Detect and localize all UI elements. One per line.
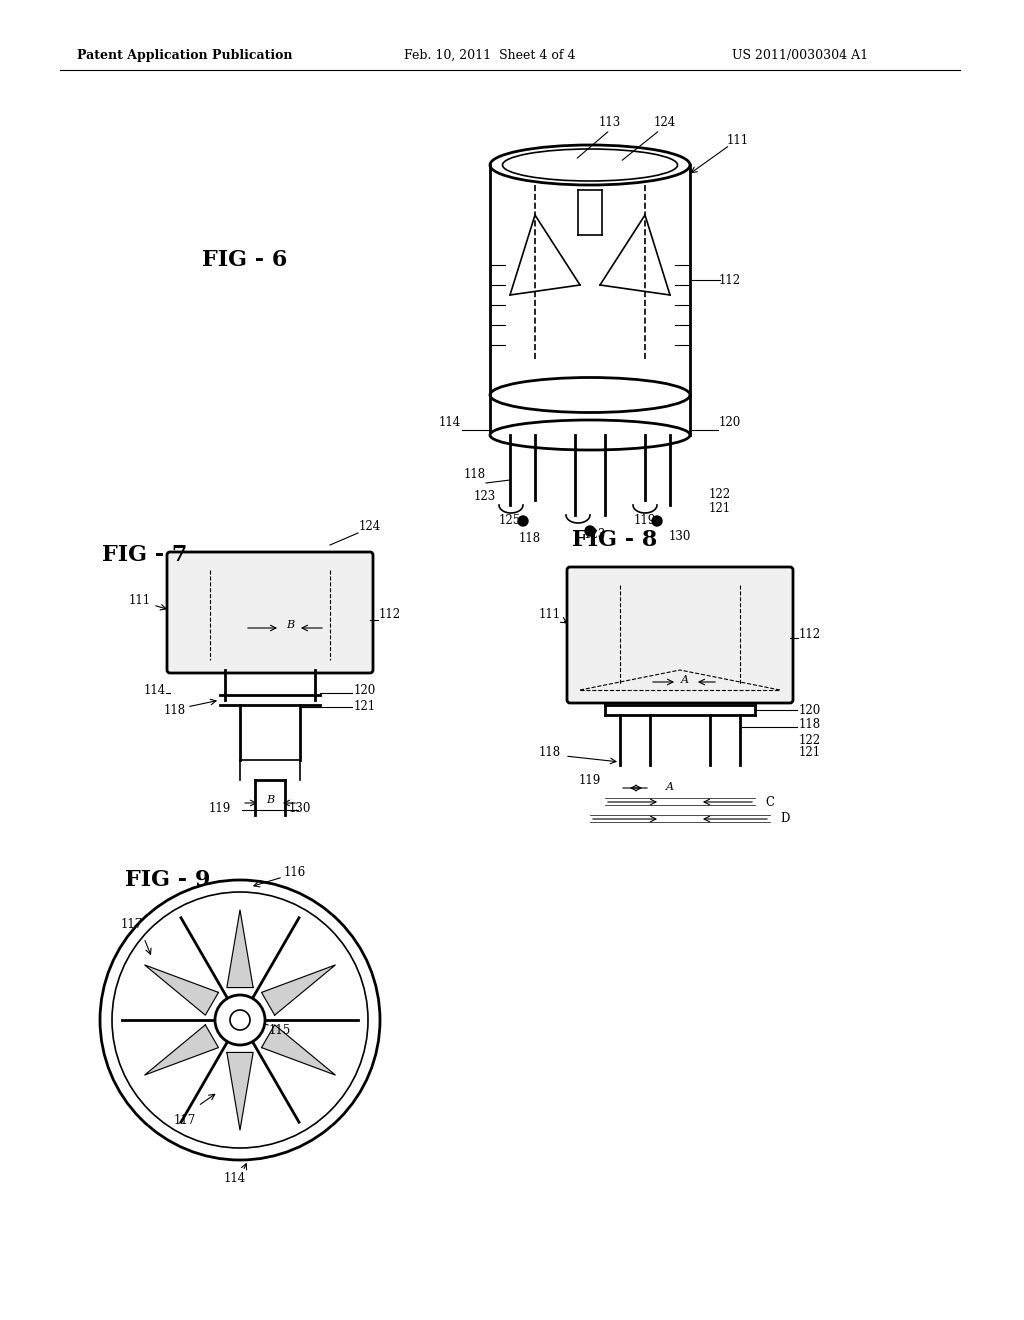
Text: US 2011/0030304 A1: US 2011/0030304 A1	[732, 49, 868, 62]
Text: 111: 111	[129, 594, 152, 606]
Text: 119: 119	[209, 801, 231, 814]
Text: 112: 112	[719, 273, 741, 286]
Text: 125: 125	[499, 513, 521, 527]
Text: 118: 118	[464, 469, 486, 482]
Text: 119: 119	[634, 513, 656, 527]
Text: A: A	[681, 675, 689, 685]
Text: 119: 119	[579, 774, 601, 787]
Text: A: A	[666, 781, 674, 792]
Text: 118: 118	[799, 718, 821, 731]
Ellipse shape	[490, 420, 690, 450]
Polygon shape	[144, 1024, 218, 1074]
Text: 118: 118	[519, 532, 541, 544]
FancyBboxPatch shape	[167, 552, 373, 673]
Polygon shape	[227, 909, 253, 987]
Text: Feb. 10, 2011  Sheet 4 of 4: Feb. 10, 2011 Sheet 4 of 4	[404, 49, 575, 62]
Text: Patent Application Publication: Patent Application Publication	[77, 49, 293, 62]
Text: 121: 121	[799, 747, 821, 759]
Text: B: B	[286, 620, 294, 630]
Polygon shape	[227, 1052, 253, 1130]
Text: 124: 124	[358, 520, 381, 533]
Text: FIG - 9: FIG - 9	[125, 869, 211, 891]
Text: 120: 120	[354, 684, 376, 697]
Circle shape	[215, 995, 265, 1045]
Text: 123: 123	[584, 528, 606, 541]
Polygon shape	[261, 965, 335, 1015]
Text: 130: 130	[289, 801, 311, 814]
Text: FIG - 7: FIG - 7	[102, 544, 187, 566]
Text: 124: 124	[654, 116, 676, 129]
Circle shape	[518, 516, 528, 525]
Text: B: B	[266, 795, 274, 805]
Text: 116: 116	[284, 866, 306, 879]
Text: 130: 130	[669, 531, 691, 544]
Text: FIG - 8: FIG - 8	[572, 529, 657, 550]
Text: 118: 118	[539, 747, 561, 759]
Text: 113: 113	[599, 116, 622, 129]
Circle shape	[652, 516, 662, 525]
Text: 120: 120	[799, 704, 821, 717]
Text: 114: 114	[439, 417, 461, 429]
Text: 111: 111	[727, 133, 750, 147]
Text: 121: 121	[709, 502, 731, 515]
Text: 117: 117	[121, 919, 143, 932]
Text: D: D	[780, 813, 790, 825]
Text: 112: 112	[379, 609, 401, 622]
Text: 115: 115	[269, 1023, 291, 1036]
Text: C: C	[766, 796, 774, 808]
Circle shape	[585, 525, 595, 536]
Ellipse shape	[490, 378, 690, 412]
Text: 118: 118	[164, 704, 186, 717]
Text: 120: 120	[719, 417, 741, 429]
Circle shape	[230, 1010, 250, 1030]
FancyBboxPatch shape	[567, 568, 793, 704]
Polygon shape	[144, 965, 218, 1015]
Text: 114: 114	[224, 1172, 246, 1184]
Polygon shape	[261, 1024, 335, 1074]
Text: 117: 117	[174, 1114, 197, 1126]
Text: 112: 112	[799, 628, 821, 642]
Text: 111: 111	[539, 609, 561, 622]
Text: 122: 122	[709, 488, 731, 502]
Text: FIG - 6: FIG - 6	[203, 249, 288, 271]
Text: 122: 122	[799, 734, 821, 747]
Text: 114: 114	[144, 684, 166, 697]
Text: 121: 121	[354, 701, 376, 714]
Text: 123: 123	[474, 491, 496, 503]
